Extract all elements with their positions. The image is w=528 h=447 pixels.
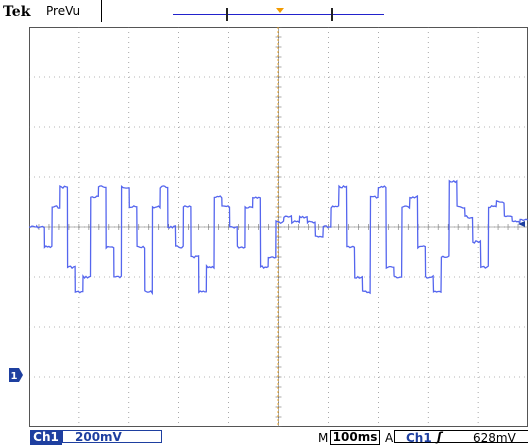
trigger-source: Ch1 — [406, 431, 432, 445]
trigger-level-arrow-icon — [518, 221, 525, 227]
svg-text:1: 1 — [11, 371, 18, 382]
channel-label[interactable]: Ch1 — [30, 430, 62, 445]
record-length-bar — [173, 14, 384, 15]
trigger-level: 628mV — [473, 431, 516, 445]
acquisition-mode: PreVu — [46, 4, 81, 18]
graticule-grid — [29, 27, 528, 427]
status-bar: Ch1 200mV M 100ms A Ch1 ʃ 628mV — [0, 429, 528, 447]
main-timebase-prefix: M — [318, 431, 329, 445]
volts-per-div[interactable]: 200mV — [62, 430, 162, 444]
view-window-right-bracket — [331, 8, 333, 21]
view-window-left-bracket — [226, 8, 228, 21]
header-divider — [101, 0, 102, 22]
rising-edge-icon: ʃ — [437, 430, 442, 444]
brand-logo: Tek — [3, 4, 31, 20]
trigger-position-marker-icon — [276, 8, 284, 13]
waveform-trace-ch1 — [29, 179, 528, 296]
time-per-div[interactable]: 100ms — [330, 430, 380, 445]
trigger-mode: A — [385, 431, 394, 445]
graticule-display — [29, 27, 528, 427]
header-bar: Tek PreVu — [0, 0, 528, 26]
trigger-readout[interactable] — [394, 430, 528, 443]
channel-1-ground-marker-icon: 1 — [9, 368, 23, 382]
